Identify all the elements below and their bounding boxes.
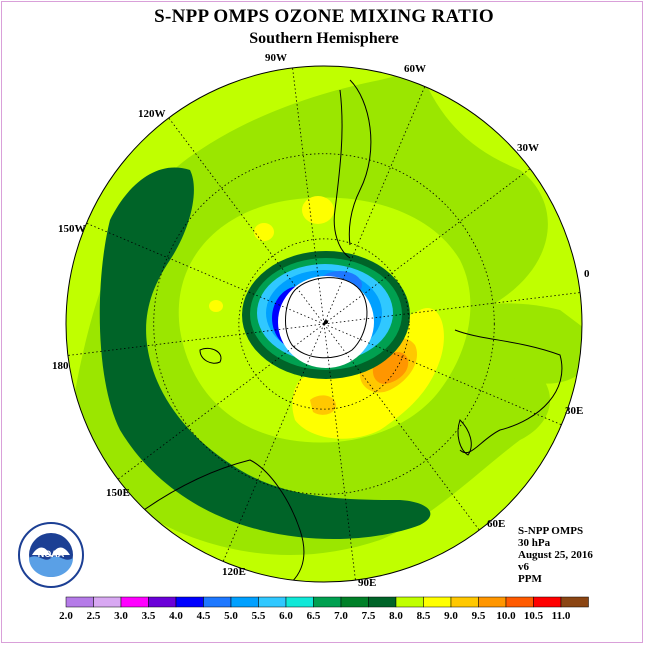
colorbar-tick-label: 6.5 [307, 610, 321, 622]
colorbar-swatch [313, 596, 342, 608]
map-subtitle: Southern Hemisphere [249, 30, 399, 47]
lon-label-120w: 120W [138, 108, 166, 120]
orange-yellow-patch [310, 395, 336, 415]
south-america-east-coast [348, 79, 372, 246]
meridian-line [323, 86, 426, 325]
meridian-line [86, 222, 325, 325]
yellow-patch-north [302, 196, 334, 224]
meridian-line [323, 323, 562, 426]
colorbar-swatch [285, 596, 314, 608]
lon-label-180: 180 [52, 360, 69, 372]
australia-coast [129, 459, 305, 582]
colorbar-swatch [258, 596, 287, 608]
metadata-block: S-NPP OMPS 30 hPa August 25, 2016 v6 PPM [518, 525, 593, 585]
colorbar-swatch [230, 596, 259, 608]
colorbar-tick-label: 8.0 [389, 610, 403, 622]
latitude-circle [153, 153, 495, 495]
graticule [67, 67, 581, 581]
lon-label-150e: 150E [106, 487, 130, 499]
colorbar-swatch [368, 596, 397, 608]
instrument-text: S-NPP OMPS [518, 525, 584, 537]
meridian-line [117, 323, 325, 480]
colorbar-tick-label: 8.5 [417, 610, 431, 622]
meridian-line [222, 323, 325, 562]
colorbar-tick-label: 4.5 [197, 610, 211, 622]
lon-label-120e: 120E [222, 566, 246, 578]
colorbar-swatch [395, 596, 424, 608]
colorbar-swatch [203, 596, 232, 608]
colorbar-tick-label: 5.5 [252, 610, 266, 622]
colorbar-tick-label: 7.0 [334, 610, 348, 622]
yellow-patch-west [209, 300, 223, 312]
colorbar-swatch [148, 596, 177, 608]
colorbar-tick-label: 2.5 [87, 610, 101, 622]
dark-green-band [99, 167, 431, 540]
date-text: August 25, 2016 [518, 549, 593, 561]
colorbar-tick-label: 3.5 [142, 610, 156, 622]
lon-label-30w: 30W [517, 142, 539, 154]
noaa-logo: NOAA [18, 522, 84, 588]
yellow-patch-northwest [254, 223, 274, 241]
colorbar-tick-label: 9.0 [444, 610, 458, 622]
colorbar-tick-label: 5.0 [224, 610, 238, 622]
colorbar-swatch [423, 596, 452, 608]
colorbar-swatch [65, 596, 94, 608]
coastlines [129, 79, 563, 582]
south-pole-marker [324, 320, 328, 324]
meridian-line [67, 323, 325, 356]
colorbar-swatch [175, 596, 204, 608]
colorbar-swatch [478, 596, 507, 608]
meridian-line [323, 323, 356, 581]
lon-label-30e: 30E [565, 405, 584, 417]
lon-label-150w: 150W [58, 223, 86, 235]
lon-label-0: 0 [584, 268, 590, 280]
colorbar-tick-label: 11.0 [552, 610, 571, 622]
africa-coast [454, 329, 563, 453]
colorbar-tick-label: 10.0 [496, 610, 516, 622]
meridian-line [323, 292, 581, 325]
south-america-coast [333, 89, 351, 259]
meridian-line [323, 323, 480, 531]
colorbar-swatch [93, 596, 122, 608]
units-text: PPM [518, 573, 542, 585]
lon-label-60e: 60E [487, 518, 506, 530]
map-title: S-NPP OMPS OZONE MIXING RATIO [154, 6, 494, 27]
colorbar-swatch [120, 596, 149, 608]
colorbar-tick-label: 10.5 [524, 610, 544, 622]
ozone-field [66, 66, 582, 582]
colorbar-swatch [340, 596, 369, 608]
colorbar-swatch [505, 596, 534, 608]
lon-label-90w: 90W [265, 52, 287, 64]
new-zealand [199, 347, 222, 364]
meridian-line [168, 117, 325, 325]
colorbar-swatch [560, 596, 589, 608]
colorbar-swatch [450, 596, 479, 608]
colorbar-tick-label: 9.5 [472, 610, 486, 622]
colorbar-tick-label: 2.0 [59, 610, 73, 622]
colorbar-tick-label: 3.0 [114, 610, 128, 622]
meridian-line [292, 67, 325, 325]
lon-label-60w: 60W [404, 63, 426, 75]
latitude-circle [238, 238, 410, 410]
colorbar-swatch [533, 596, 562, 608]
colorbar-tick-label: 6.0 [279, 610, 293, 622]
lon-label-90e: 90E [358, 577, 377, 589]
green-yellow-region-east [440, 303, 582, 384]
colorbar-tick-label: 4.0 [169, 610, 183, 622]
version-text: v6 [518, 561, 529, 573]
meridian-line [323, 168, 531, 325]
noaa-logo-text: NOAA [38, 549, 65, 559]
pressure-level-text: 30 hPa [518, 537, 551, 549]
map-boundary [65, 65, 583, 583]
antarctica-coast [285, 277, 368, 359]
madagascar [457, 419, 472, 456]
colorbar-tick-label: 7.5 [362, 610, 376, 622]
